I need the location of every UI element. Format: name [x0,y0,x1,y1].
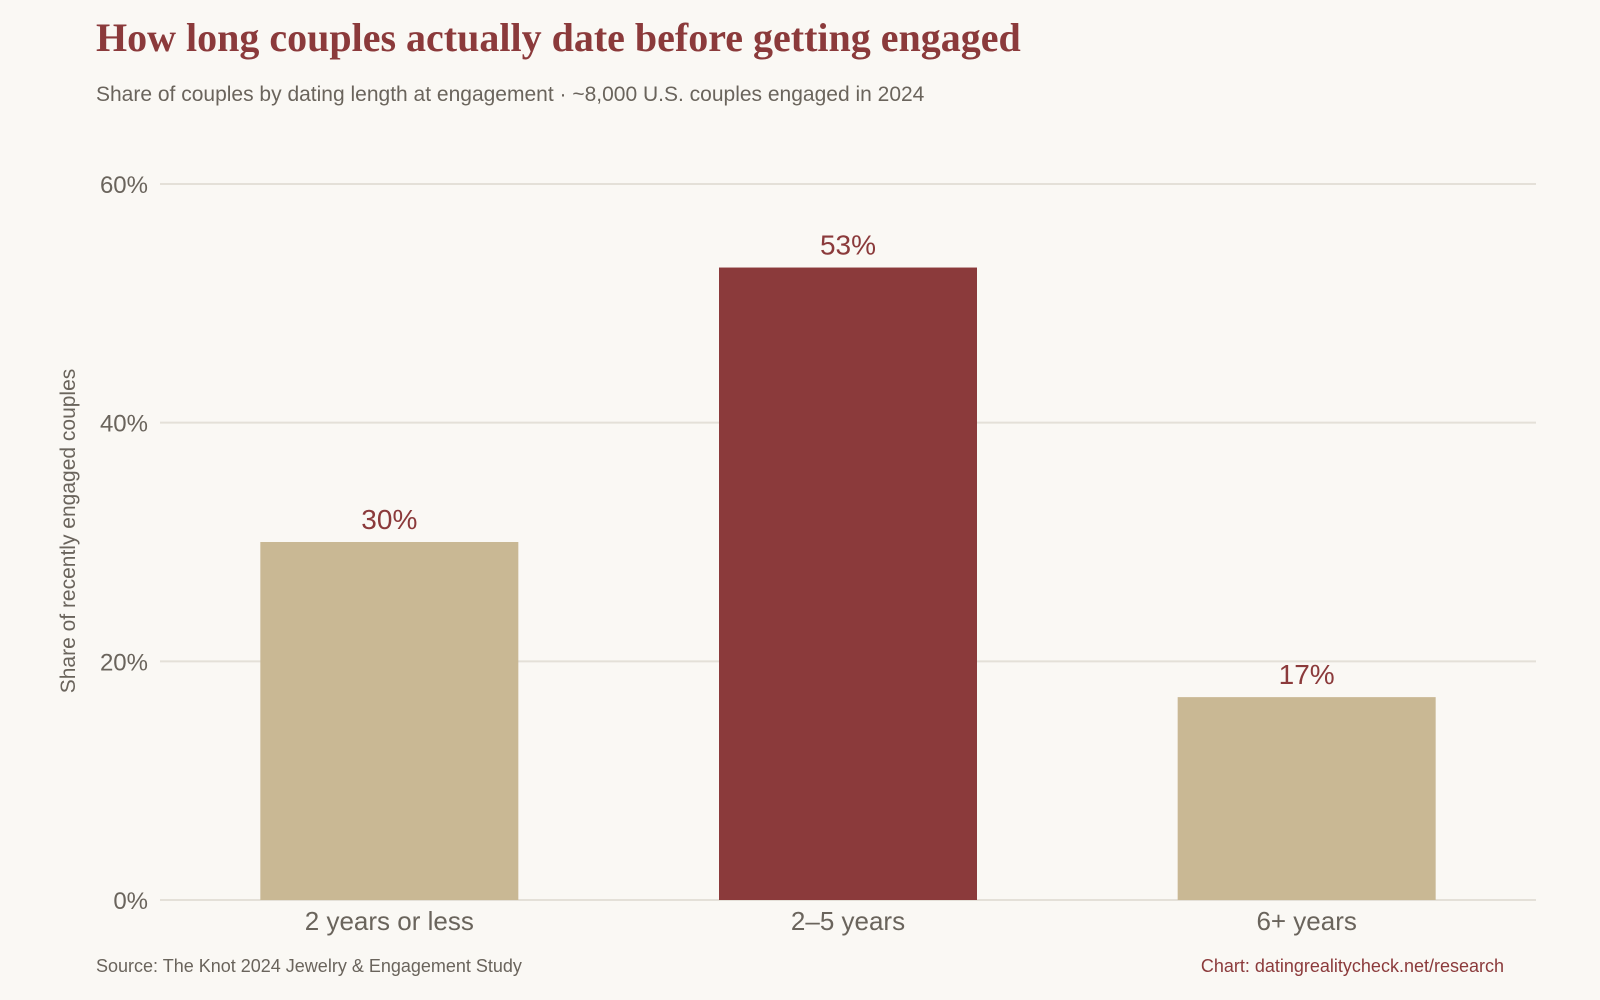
data-label: 17% [1279,659,1335,690]
x-axis-ticks: 2 years or less 2–5 years 6+ years [305,906,1357,936]
bar [719,267,977,900]
x-tick-label: 2–5 years [791,906,905,936]
y-tick-label: 20% [100,649,148,676]
bar-chart: 0% 20% 40% 60% 30% 53% 17% 2 years or less 2–5… [57,172,1536,936]
chart-title: How long couples actually date before ge… [96,15,1021,60]
data-label: 30% [361,504,417,535]
y-axis-ticks: 0% 20% 40% 60% [100,172,148,915]
y-tick-label: 40% [100,411,148,438]
chart-subtitle: Share of couples by dating length at eng… [96,83,925,106]
chart-credit: Chart: datingrealitycheck.net/research [1200,956,1504,976]
bar [260,542,519,900]
x-tick-label: 6+ years [1256,906,1356,936]
y-axis-label: Share of recently engaged couples [57,369,80,694]
bars [260,267,1436,900]
bar [1177,697,1436,900]
source-note: Source: The Knot 2024 Jewelry & Engageme… [96,956,522,976]
x-tick-label: 2 years or less [305,906,474,936]
data-labels: 30% 53% 17% [361,230,1334,691]
y-tick-label: 0% [113,888,148,915]
data-label: 53% [820,230,876,261]
y-tick-label: 60% [100,172,148,199]
